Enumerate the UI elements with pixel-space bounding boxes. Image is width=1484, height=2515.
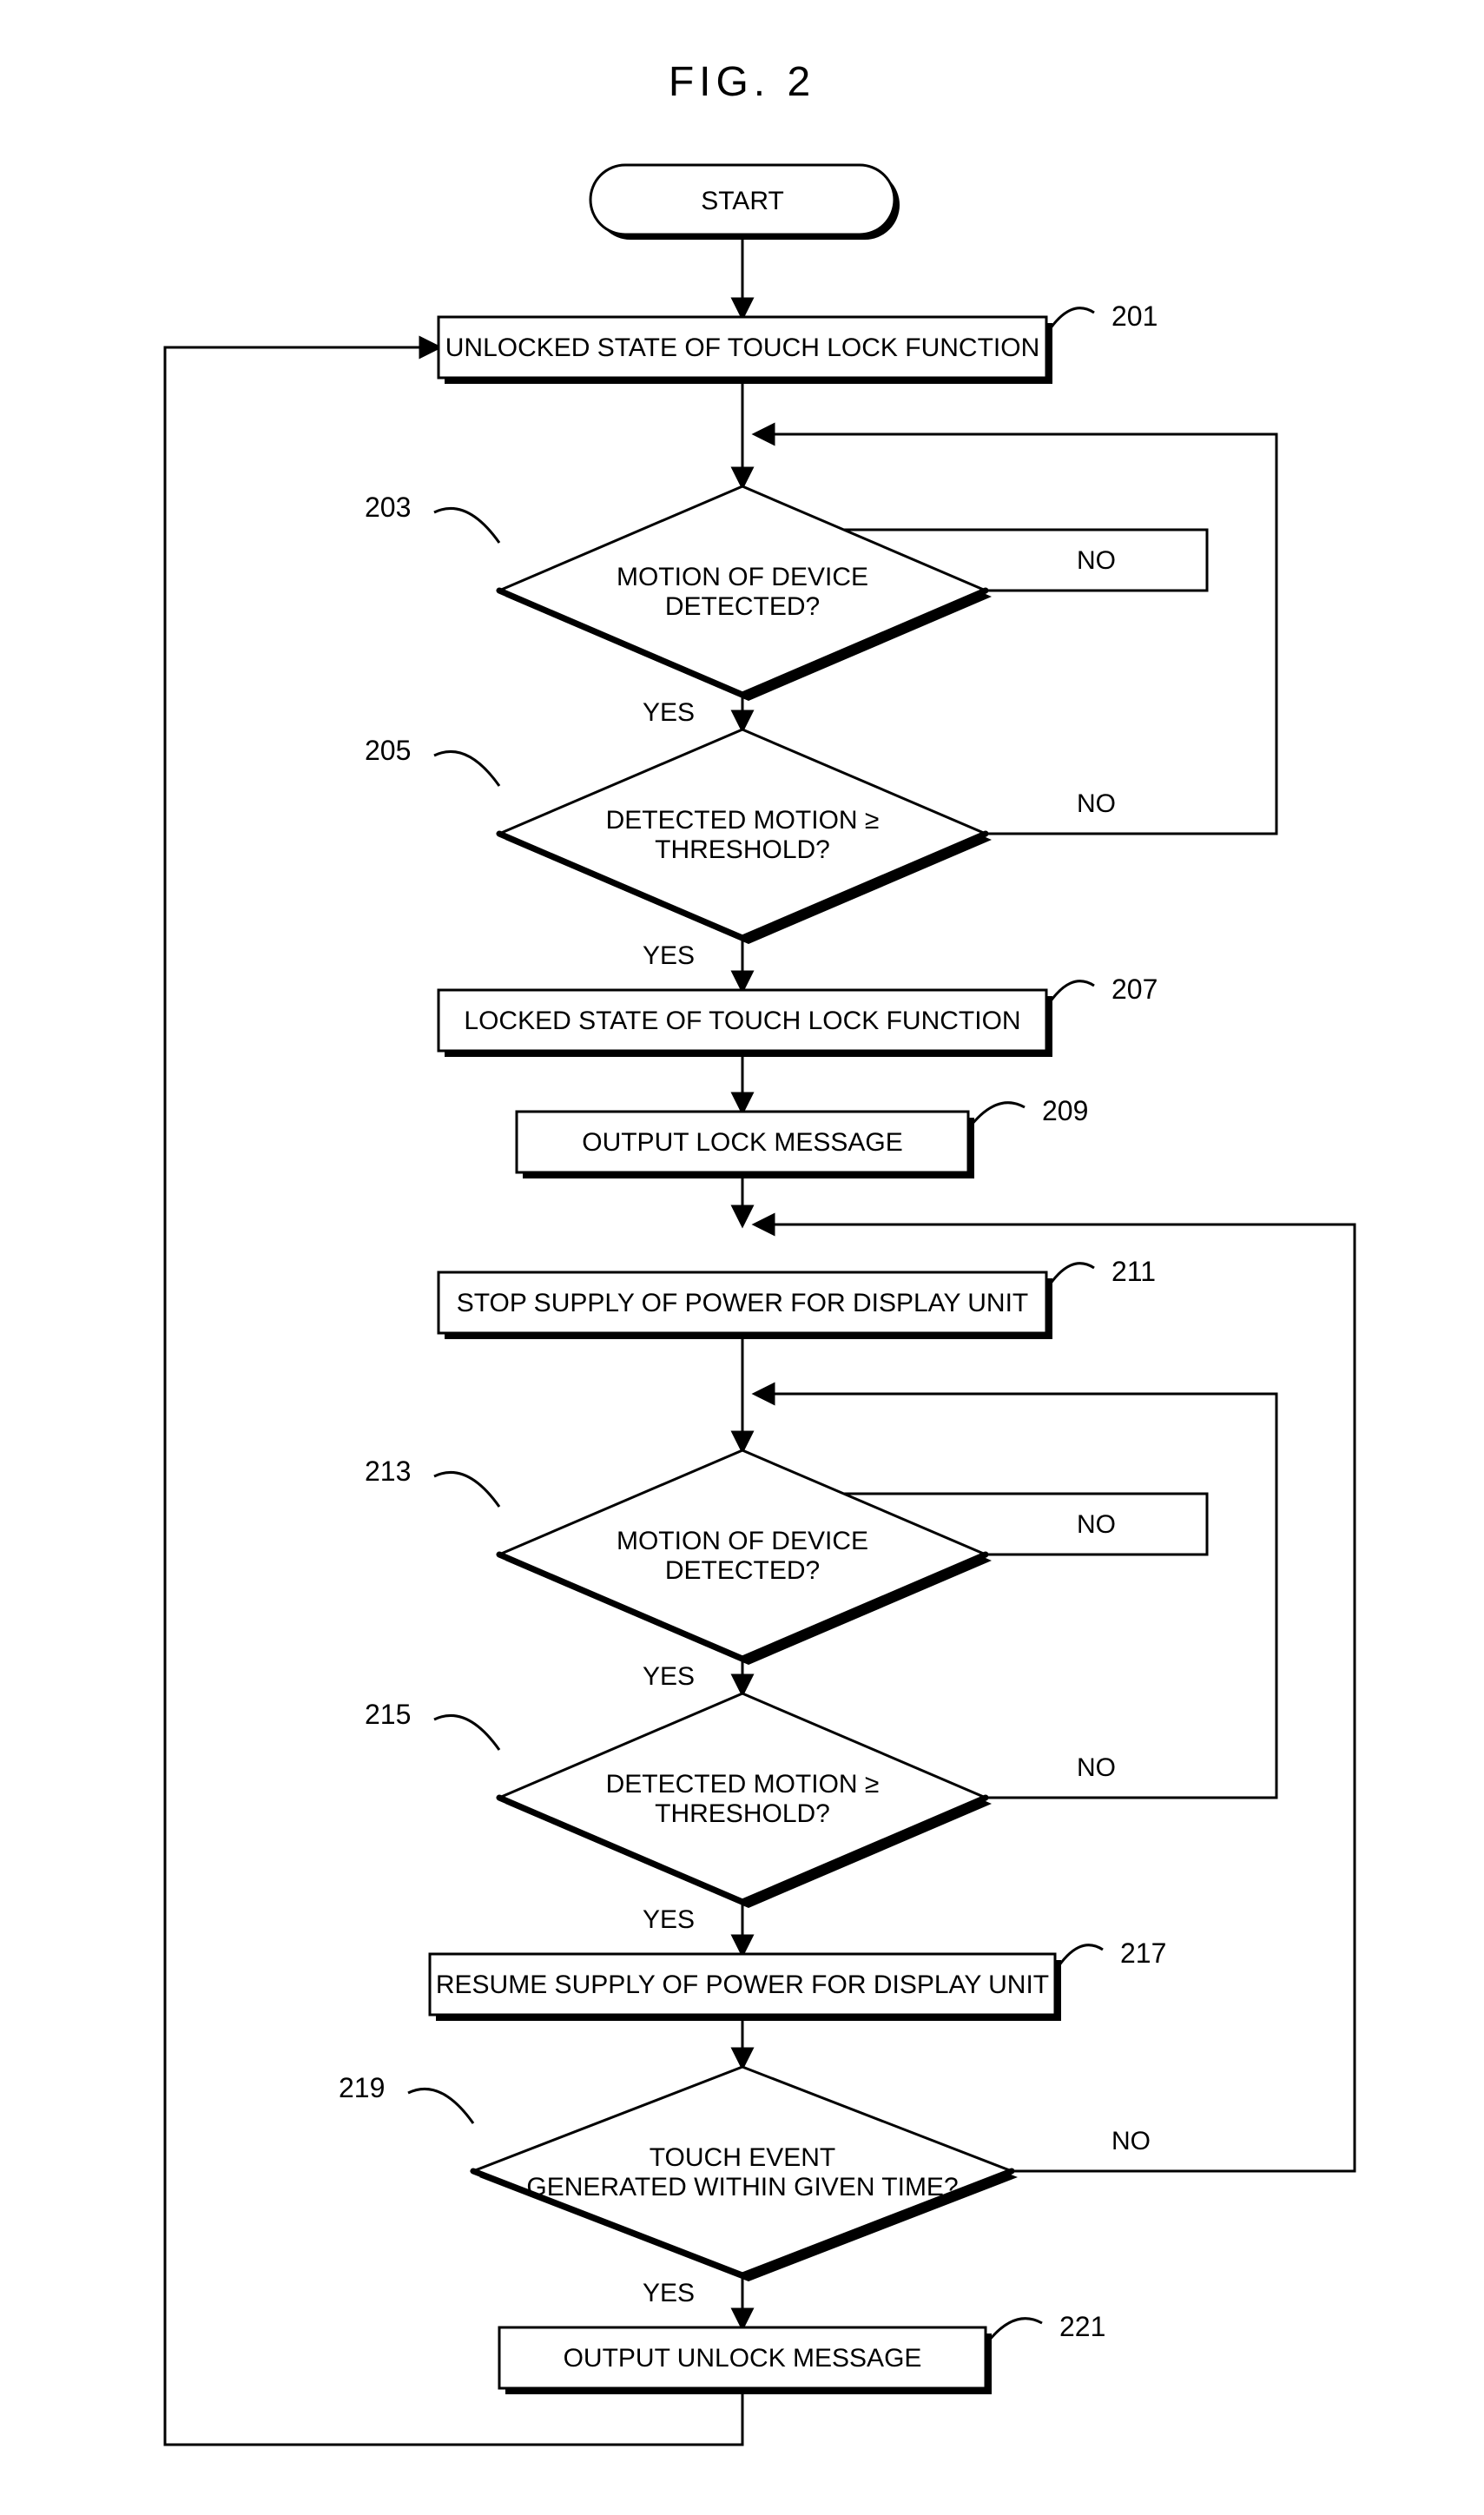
d215-ref-number: 215 — [365, 1699, 411, 1730]
d213-ref-number: 213 — [365, 1456, 411, 1487]
s201-label: UNLOCKED STATE OF TOUCH LOCK FUNCTION — [445, 333, 1040, 362]
s201-ref-number: 201 — [1111, 300, 1158, 332]
figure-title: FIG. 2 — [669, 59, 815, 105]
s201-ref-leader — [1046, 308, 1094, 334]
s221-ref-leader — [986, 2319, 1042, 2345]
nodes-layer: START UNLOCKED STATE OF TOUCH LOCK FUNCTI… — [430, 165, 1061, 2394]
s211-ref-number: 211 — [1111, 1256, 1156, 1287]
s217-ref-leader — [1055, 1945, 1103, 1971]
start-label: START — [701, 187, 784, 215]
s221-ref-number: 221 — [1059, 2311, 1105, 2342]
flowchart-canvas: START UNLOCKED STATE OF TOUCH LOCK FUNCTI… — [0, 0, 1484, 2515]
edge — [755, 1224, 1355, 2171]
s209-ref-number: 209 — [1042, 1095, 1088, 1126]
d219-yes-label: YES — [643, 2279, 695, 2307]
s207-label: LOCKED STATE OF TOUCH LOCK FUNCTION — [464, 1007, 1020, 1035]
s217-ref-number: 217 — [1120, 1937, 1166, 1969]
s217-label: RESUME SUPPLY OF POWER FOR DISPLAY UNIT — [436, 1970, 1049, 1999]
s211-ref-leader — [1046, 1264, 1094, 1290]
d215-ref-leader — [434, 1715, 499, 1750]
s209-label: OUTPUT LOCK MESSAGE — [582, 1128, 903, 1157]
s209-ref-leader — [968, 1103, 1025, 1129]
d215-yes-label: YES — [643, 1905, 695, 1934]
d205-yes-label: YES — [643, 941, 695, 970]
d205-ref-number: 205 — [365, 735, 411, 766]
d203-yes-label: YES — [643, 698, 695, 727]
d203-no-label: NO — [1077, 546, 1116, 575]
d219-ref-leader — [408, 2089, 473, 2123]
d205-ref-leader — [434, 751, 499, 786]
d213-yes-label: YES — [643, 1662, 695, 1691]
d219-ref-number: 219 — [339, 2072, 385, 2103]
d213-ref-leader — [434, 1472, 499, 1507]
s221-label: OUTPUT UNLOCK MESSAGE — [564, 2344, 922, 2373]
d213-no-label: NO — [1077, 1510, 1116, 1539]
s211-label: STOP SUPPLY OF POWER FOR DISPLAY UNIT — [457, 1289, 1029, 1317]
d215-no-label: NO — [1077, 1753, 1116, 1782]
d203-ref-leader — [434, 508, 499, 543]
d219-no-label: NO — [1111, 2127, 1151, 2155]
d203-ref-number: 203 — [365, 492, 411, 523]
s207-ref-number: 207 — [1111, 974, 1158, 1005]
s207-ref-leader — [1046, 981, 1094, 1007]
d205-no-label: NO — [1077, 789, 1116, 818]
